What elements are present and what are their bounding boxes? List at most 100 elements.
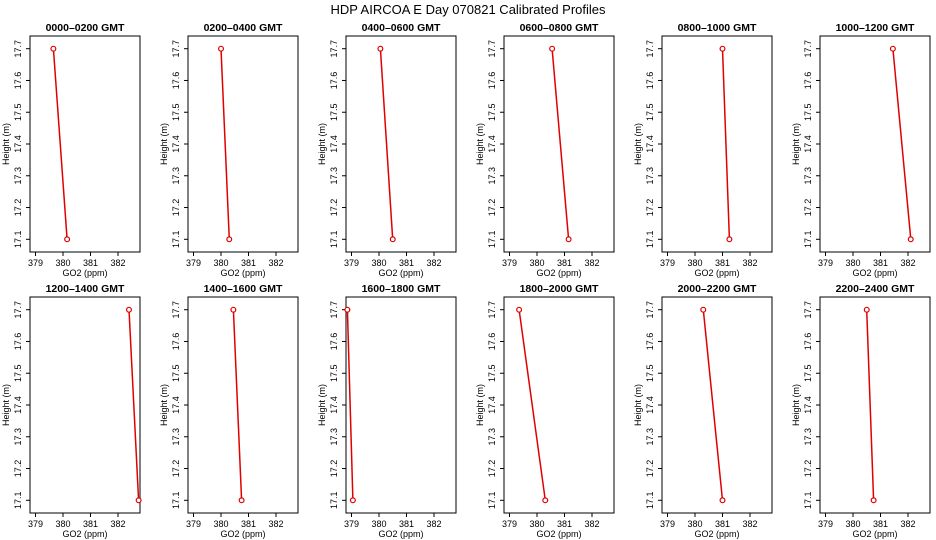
x-axis-label: GO2 (ppm) xyxy=(220,268,265,278)
series-line xyxy=(865,309,875,501)
x-tick-label: 379 xyxy=(186,258,201,268)
series-line xyxy=(220,48,231,240)
data-point xyxy=(565,236,572,243)
data-point xyxy=(238,497,245,504)
y-tick-label: 17.1 xyxy=(13,492,23,510)
y-tick-label: 17.2 xyxy=(803,199,813,217)
y-tick-label: 17.6 xyxy=(487,333,497,351)
y-tick-label: 17.4 xyxy=(803,135,813,153)
y-tick-label: 17.7 xyxy=(645,301,655,319)
y-tick-label: 17.3 xyxy=(487,428,497,446)
x-tick-label: 379 xyxy=(818,258,833,268)
y-axis-label: Height (m) xyxy=(475,384,485,426)
x-tick-label: 382 xyxy=(584,519,599,529)
plot-frame xyxy=(503,296,615,514)
x-tick-label: 380 xyxy=(687,258,702,268)
x-tick-label: 379 xyxy=(660,519,675,529)
data-point xyxy=(389,236,396,243)
x-tick-label: 381 xyxy=(241,258,256,268)
y-tick-label: 17.1 xyxy=(329,231,339,249)
y-tick-label: 17.6 xyxy=(645,72,655,90)
y-tick-label: 17.7 xyxy=(171,40,181,58)
y-tick-label: 17.3 xyxy=(171,428,181,446)
y-tick-label: 17.2 xyxy=(13,460,23,478)
x-tick-label: 381 xyxy=(241,519,256,529)
y-tick-label: 17.2 xyxy=(329,199,339,217)
x-tick-label: 381 xyxy=(83,519,98,529)
x-tick-label: 380 xyxy=(213,258,228,268)
y-tick-label: 17.2 xyxy=(645,460,655,478)
data-point xyxy=(870,497,877,504)
series-line xyxy=(518,309,547,501)
y-tick-label: 17.3 xyxy=(645,428,655,446)
plot-frame xyxy=(29,296,141,514)
panel-title: 0400–0600 GMT xyxy=(362,22,441,34)
plot-frame xyxy=(187,35,299,253)
y-tick-label: 17.6 xyxy=(171,333,181,351)
data-point xyxy=(226,236,233,243)
y-tick-label: 17.2 xyxy=(645,199,655,217)
x-tick-label: 380 xyxy=(213,519,228,529)
x-axis-label: GO2 (ppm) xyxy=(852,268,897,278)
y-tick-label: 17.6 xyxy=(13,72,23,90)
y-tick-label: 17.2 xyxy=(13,199,23,217)
x-axis-label: GO2 (ppm) xyxy=(62,529,107,539)
plot-frame xyxy=(661,35,773,253)
x-axis-label: GO2 (ppm) xyxy=(378,529,423,539)
y-tick-label: 17.4 xyxy=(487,396,497,414)
data-point xyxy=(889,45,896,52)
plot-frame xyxy=(819,35,931,253)
panel-title: 1000–1200 GMT xyxy=(836,22,915,34)
y-tick-label: 17.3 xyxy=(171,167,181,185)
x-tick-label: 380 xyxy=(529,258,544,268)
y-tick-label: 17.6 xyxy=(329,333,339,351)
y-tick-label: 17.5 xyxy=(803,364,813,382)
y-tick-label: 17.7 xyxy=(13,301,23,319)
data-point xyxy=(218,45,225,52)
y-tick-label: 17.6 xyxy=(487,72,497,90)
data-point xyxy=(50,45,57,52)
y-tick-label: 17.7 xyxy=(171,301,181,319)
plot-frame xyxy=(29,35,141,253)
y-tick-label: 17.7 xyxy=(487,40,497,58)
y-tick-label: 17.3 xyxy=(803,167,813,185)
x-tick-label: 381 xyxy=(873,519,888,529)
y-tick-label: 17.4 xyxy=(13,396,23,414)
x-tick-label: 382 xyxy=(110,258,125,268)
y-tick-label: 17.7 xyxy=(487,301,497,319)
data-point xyxy=(726,236,733,243)
data-point xyxy=(135,497,142,504)
x-tick-label: 379 xyxy=(344,519,359,529)
y-tick-label: 17.6 xyxy=(329,72,339,90)
panel-title: 0600–0800 GMT xyxy=(520,22,599,34)
data-point xyxy=(542,497,549,504)
x-tick-label: 382 xyxy=(742,258,757,268)
x-tick-label: 382 xyxy=(268,258,283,268)
x-axis-label: GO2 (ppm) xyxy=(852,529,897,539)
x-tick-label: 381 xyxy=(557,258,572,268)
y-tick-label: 17.6 xyxy=(803,333,813,351)
panel-title: 0200–0400 GMT xyxy=(204,22,283,34)
x-tick-label: 381 xyxy=(399,519,414,529)
y-tick-label: 17.1 xyxy=(171,492,181,510)
y-tick-label: 17.2 xyxy=(329,460,339,478)
y-axis-label: Height (m) xyxy=(317,123,327,165)
x-axis-label: GO2 (ppm) xyxy=(220,529,265,539)
y-tick-label: 17.5 xyxy=(171,364,181,382)
y-tick-label: 17.1 xyxy=(487,231,497,249)
y-tick-label: 17.2 xyxy=(171,460,181,478)
x-axis-label: GO2 (ppm) xyxy=(536,268,581,278)
x-axis-label: GO2 (ppm) xyxy=(694,268,739,278)
panel-title: 1200–1400 GMT xyxy=(46,283,125,295)
data-point xyxy=(230,306,237,313)
panel-title: 1600–1800 GMT xyxy=(362,283,441,295)
